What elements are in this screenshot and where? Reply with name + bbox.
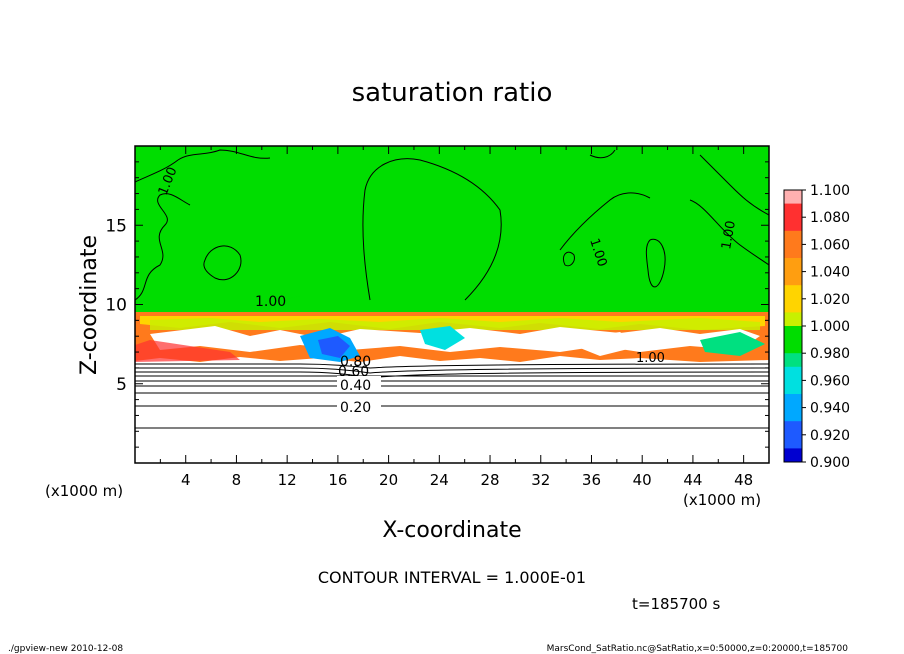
colorbar-tick-label: 1.060 [810, 237, 850, 253]
chart-title: saturation ratio [352, 78, 553, 108]
contour-label: 0.40 [340, 378, 371, 394]
upper-contours [134, 149, 770, 301]
x-axis-label: X-coordinate [382, 518, 521, 543]
colorbar-swatch [784, 366, 802, 381]
lower-contours [135, 363, 770, 429]
colorbar-tick-label: 0.940 [810, 401, 850, 417]
z-unit-label: (x1000 m) [45, 482, 123, 500]
contour-interval-note: CONTOUR INTERVAL = 1.000E-01 [318, 568, 586, 587]
colorbar-tick-label: 1.020 [810, 292, 850, 308]
colorbar-swatch [784, 448, 802, 463]
colorbar-swatch [784, 271, 802, 286]
colorbar-swatch [784, 258, 802, 273]
contour-labels: 0.20 0.40 0.60 0.80 1.00 1.00 1.00 1.00 … [156, 165, 739, 416]
layer-cyan [420, 326, 465, 350]
x-tick-label: 16 [328, 471, 347, 489]
colorbar-swatch [784, 353, 802, 368]
colorbar-swatch [784, 217, 802, 232]
colorbar: 1.100 1.080 1.060 1.040 1.020 1.000 0.980 0.960… [783, 183, 850, 471]
colorbar-swatch [784, 190, 802, 205]
y-axis-ticks: 5 10 15 [105, 145, 769, 464]
colorbar-swatch [784, 380, 802, 395]
layer-teal-right [700, 332, 765, 356]
colorbar-swatch [784, 421, 802, 436]
colorbar-swatch [784, 298, 802, 313]
layer-lime [150, 318, 760, 330]
contour-label: 1.00 [719, 220, 739, 251]
x-tick-label: 40 [633, 471, 652, 489]
x-tick-label: 48 [734, 471, 753, 489]
colorbar-tick-label: 1.000 [810, 319, 850, 335]
saturated-region [135, 146, 769, 310]
colorbar-swatch [784, 394, 802, 409]
layer-dark-blue [318, 336, 350, 358]
colorbar-swatch [784, 244, 802, 259]
contour-label: 1.00 [255, 294, 286, 310]
layer-top-fringe [135, 296, 769, 312]
y-tick-label: 15 [105, 216, 127, 236]
x-tick-label: 28 [480, 471, 499, 489]
contour-label: 1.00 [636, 351, 665, 366]
colorbar-swatch [784, 434, 802, 449]
plot-area: 0.20 0.40 0.60 0.80 1.00 1.00 1.00 1.00 … [134, 145, 770, 464]
contour-label: 0.80 [340, 354, 371, 370]
colorbar-swatch [784, 285, 802, 300]
colorbar-swatch [784, 312, 802, 327]
colorbar-swatch [784, 230, 802, 245]
colorbar-tick-label: 0.920 [810, 428, 850, 444]
x-tick-label: 24 [430, 471, 449, 489]
layer-red-left [135, 340, 240, 362]
colorbar-swatch [784, 339, 802, 354]
colorbar-swatch [784, 203, 802, 218]
footer-left: ./gpview-new 2010-12-08 [8, 644, 123, 654]
x-tick-label: 4 [181, 471, 191, 489]
y-axis-label: Z-coordinate [77, 235, 102, 375]
x-unit-label: (x1000 m) [683, 491, 761, 509]
contour-label: 0.20 [340, 400, 371, 416]
colorbar-tick-label: 1.100 [810, 183, 850, 199]
x-tick-label: 12 [278, 471, 297, 489]
x-tick-label: 44 [683, 471, 702, 489]
x-axis-ticks: 4 8 12 16 20 24 28 32 36 40 44 48 [134, 146, 770, 489]
x-tick-label: 36 [582, 471, 601, 489]
x-tick-label: 32 [531, 471, 550, 489]
footer-right: MarsCond_SatRatio.nc@SatRatio,x=0:50000,… [547, 644, 849, 654]
time-stamp: t=185700 s [632, 595, 720, 613]
colorbar-tick-label: 1.040 [810, 265, 850, 281]
layer-white-right [560, 332, 640, 356]
colorbar-swatch [784, 407, 802, 422]
colorbar-swatch [784, 326, 802, 341]
y-tick-label: 5 [116, 375, 127, 395]
y-tick-label: 10 [105, 296, 127, 316]
colorbar-tick-label: 0.960 [810, 373, 850, 389]
cloud-layer [135, 312, 769, 362]
colorbar-tick-label: 0.980 [810, 346, 850, 362]
x-tick-label: 20 [379, 471, 398, 489]
colorbar-tick-label: 0.900 [810, 455, 850, 471]
x-tick-label: 8 [232, 471, 242, 489]
contour-label: 0.60 [338, 364, 369, 380]
colorbar-tick-label: 1.080 [810, 210, 850, 226]
